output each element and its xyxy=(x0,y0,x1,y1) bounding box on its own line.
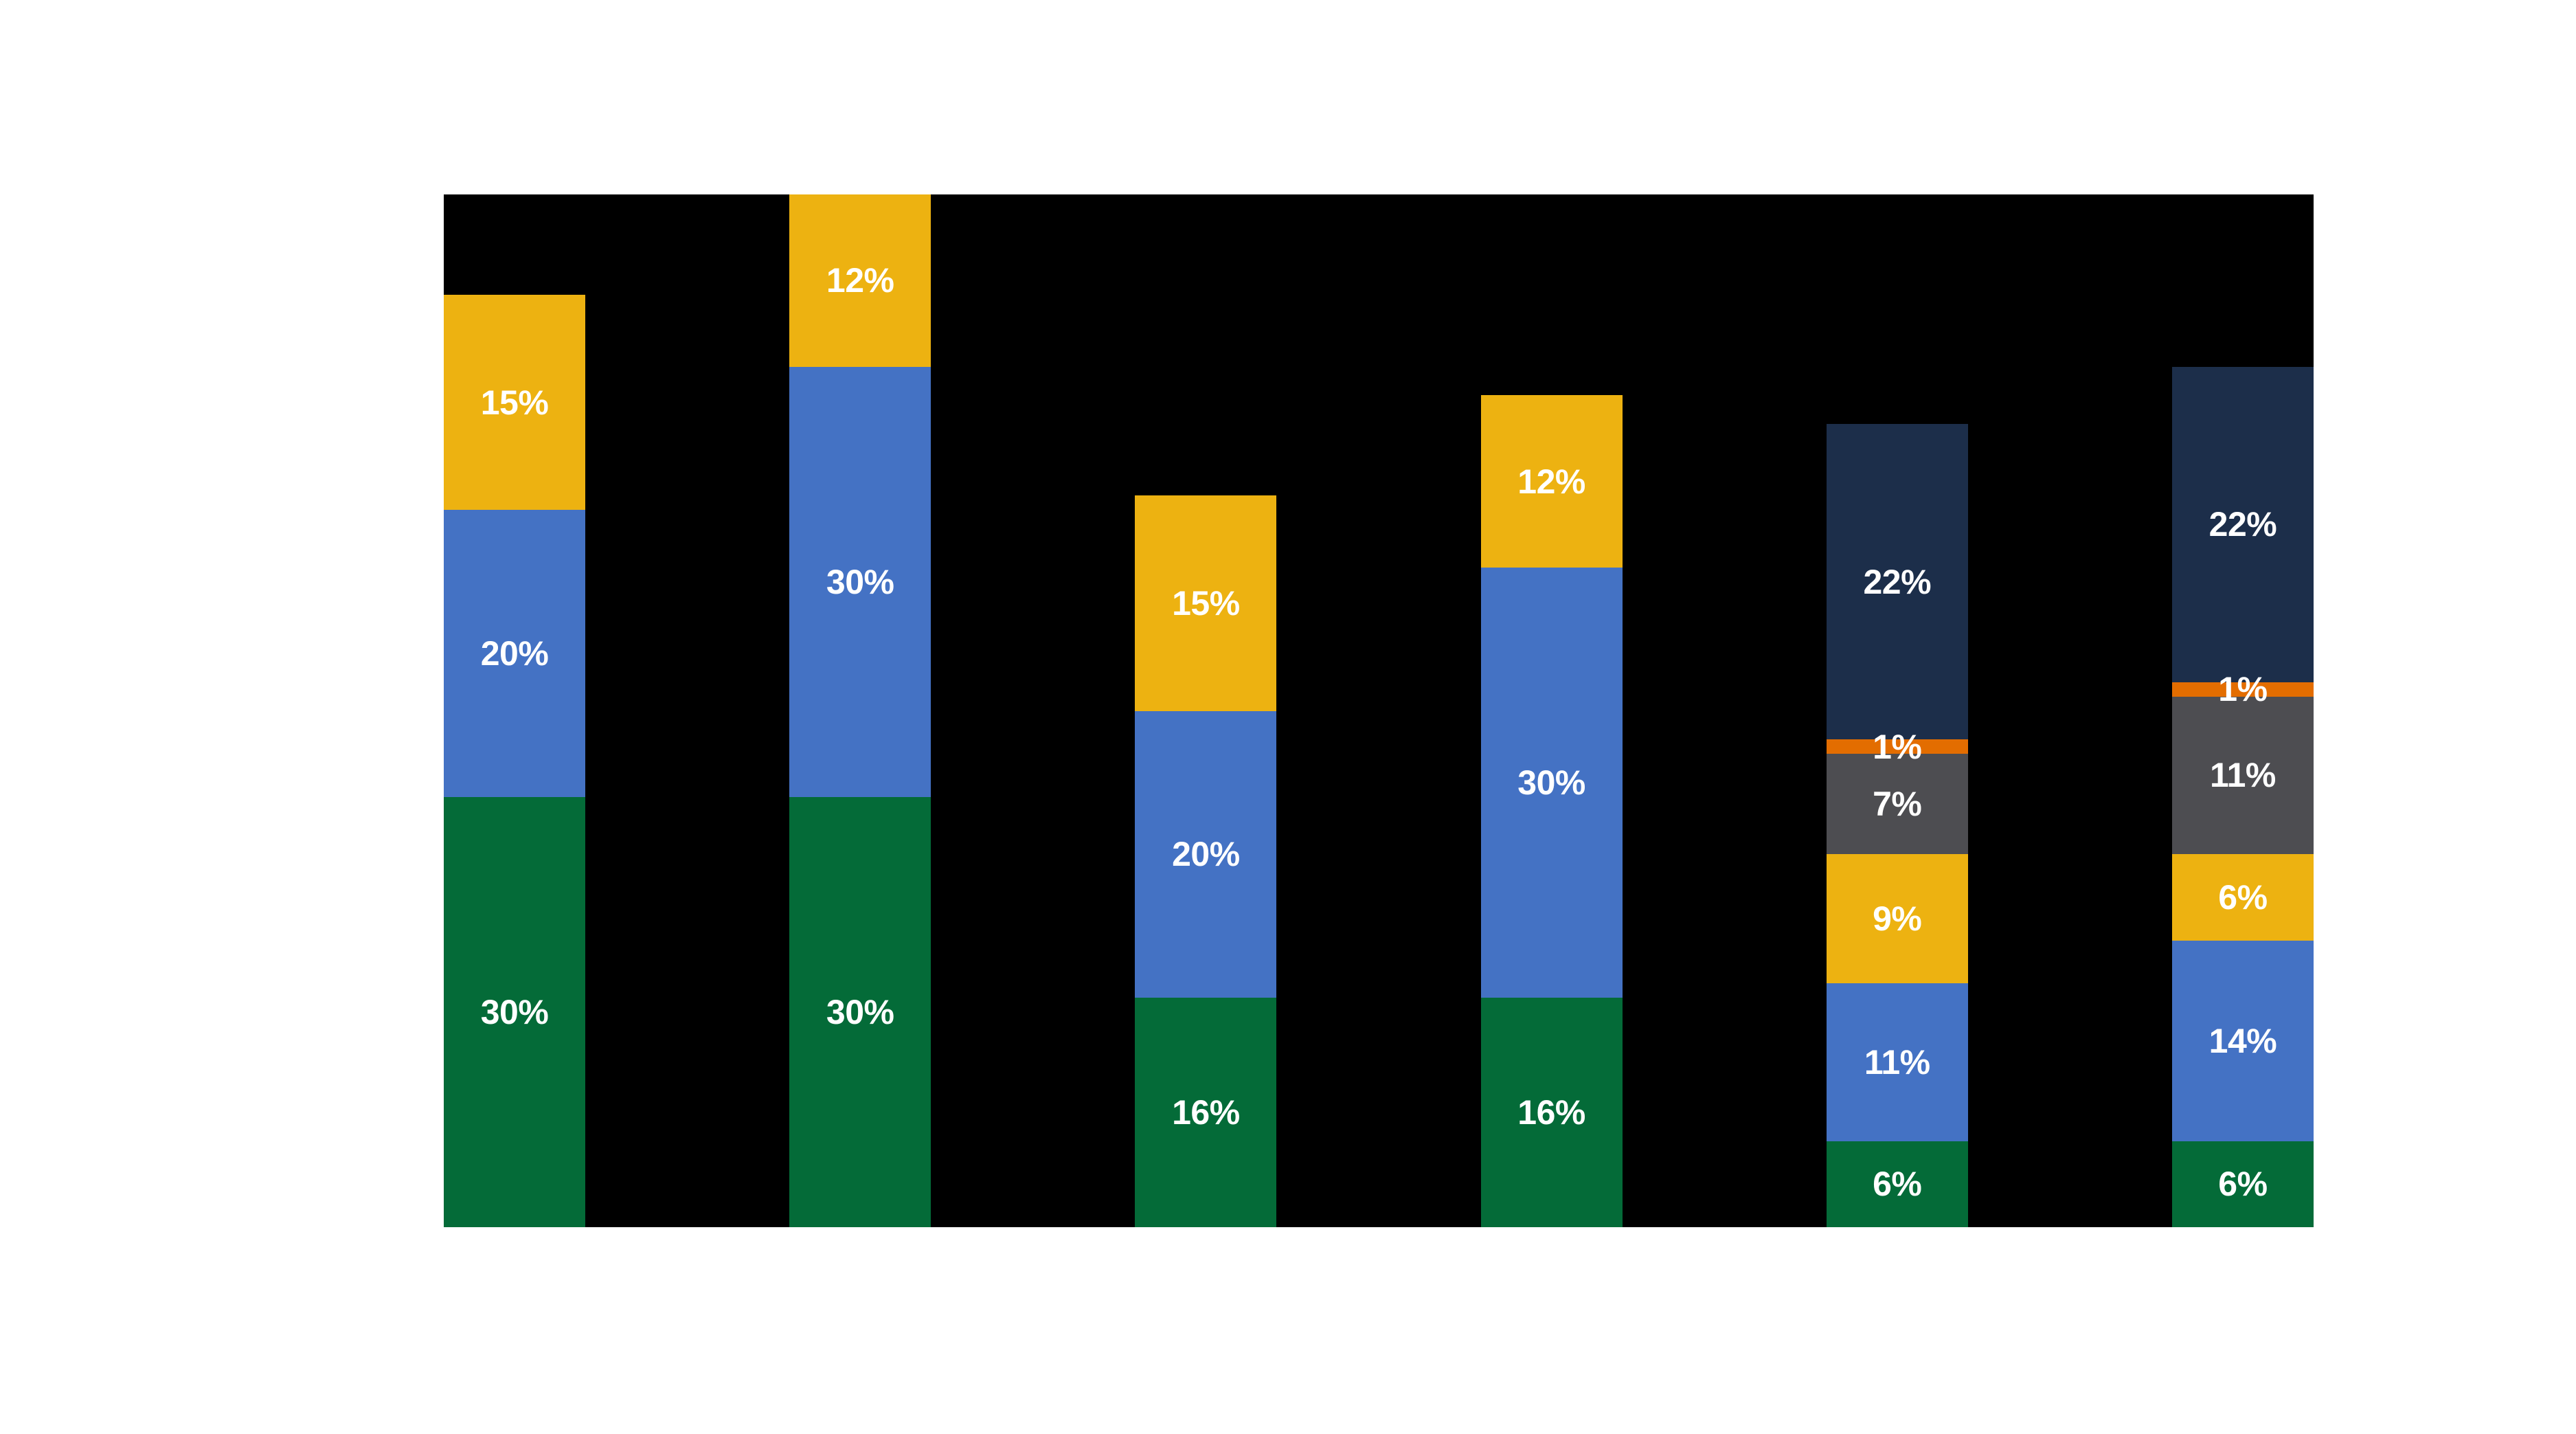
bar-segment-green: 30% xyxy=(444,796,585,1227)
segment-label: 7% xyxy=(1873,785,1922,824)
bar-segment-yellow: 12% xyxy=(789,194,931,367)
stacked-bar: 30% 20% 15% xyxy=(444,194,585,1227)
segment-label: 16% xyxy=(1172,1093,1240,1132)
stacked-bar: 6% 11% 9% 7% 1% 22% xyxy=(1826,194,1968,1227)
bar-segment-green: 30% xyxy=(789,796,931,1227)
bar-segment-blue: 30% xyxy=(789,366,931,797)
bar-segment-blue: 14% xyxy=(2171,940,2314,1141)
segment-label: 15% xyxy=(1172,583,1240,623)
segment-label: 12% xyxy=(1517,462,1585,501)
segment-label: 1% xyxy=(1873,727,1922,766)
segment-label: 9% xyxy=(1873,899,1922,939)
segment-label: 12% xyxy=(826,261,894,300)
segment-label: 30% xyxy=(826,992,894,1031)
segment-label: 22% xyxy=(1863,562,1932,601)
bar-segment-orange: 1% xyxy=(1826,730,1968,764)
bar-segment-blue: 20% xyxy=(1135,710,1277,998)
stacked-bar: 16% 30% 12% xyxy=(1480,194,1623,1227)
stacked-bar: 16% 20% 15% xyxy=(1135,194,1277,1227)
bar-segment-yellow: 12% xyxy=(1480,395,1623,568)
segment-label: 11% xyxy=(2210,756,2276,795)
segment-label: 6% xyxy=(2218,877,2268,917)
bar-segment-orange: 1% xyxy=(2171,672,2314,706)
bar-segment-navy: 22% xyxy=(1826,424,1968,740)
segment-label: 20% xyxy=(480,634,549,673)
bar-segment-green: 6% xyxy=(2171,1141,2314,1227)
segment-label: 30% xyxy=(480,992,549,1031)
segment-label: 1% xyxy=(2218,670,2268,709)
segment-label: 14% xyxy=(2208,1021,2277,1060)
segment-label: 30% xyxy=(1517,763,1585,802)
segment-label: 15% xyxy=(480,383,549,422)
bar-segment-blue: 11% xyxy=(1826,983,1968,1141)
segment-label: 6% xyxy=(2218,1165,2268,1204)
segment-label: 22% xyxy=(2208,505,2277,544)
bar-segment-blue: 30% xyxy=(1480,567,1623,998)
bar-segment-navy: 22% xyxy=(2171,366,2314,682)
stacked-bar: 6% 14% 6% 11% 1% 22% xyxy=(2171,194,2314,1227)
bar-segment-green: 16% xyxy=(1480,998,1623,1227)
plot-area: 30% 20% 15% 30% 30% 12% 16% 20% 15% 16% 30% 12% 6% 11… xyxy=(444,194,2314,1227)
segment-label: 16% xyxy=(1517,1093,1585,1132)
stacked-bar: 30% 30% 12% xyxy=(789,194,931,1227)
bar-segment-green: 16% xyxy=(1135,998,1277,1227)
bar-segment-yellow: 15% xyxy=(444,295,585,511)
bar-segment-blue: 20% xyxy=(444,510,585,797)
bar-segment-yellow: 15% xyxy=(1135,495,1277,711)
segment-label: 11% xyxy=(1864,1042,1930,1082)
segment-label: 20% xyxy=(1172,835,1240,874)
segment-label: 6% xyxy=(1873,1165,1922,1204)
segment-label: 30% xyxy=(826,562,894,601)
bar-segment-yellow: 6% xyxy=(2171,854,2314,941)
bar-segment-yellow: 9% xyxy=(1826,854,1968,984)
bar-segment-gray: 7% xyxy=(1826,754,1968,855)
bar-segment-green: 6% xyxy=(1826,1141,1968,1227)
bar-segment-gray: 11% xyxy=(2171,696,2314,855)
